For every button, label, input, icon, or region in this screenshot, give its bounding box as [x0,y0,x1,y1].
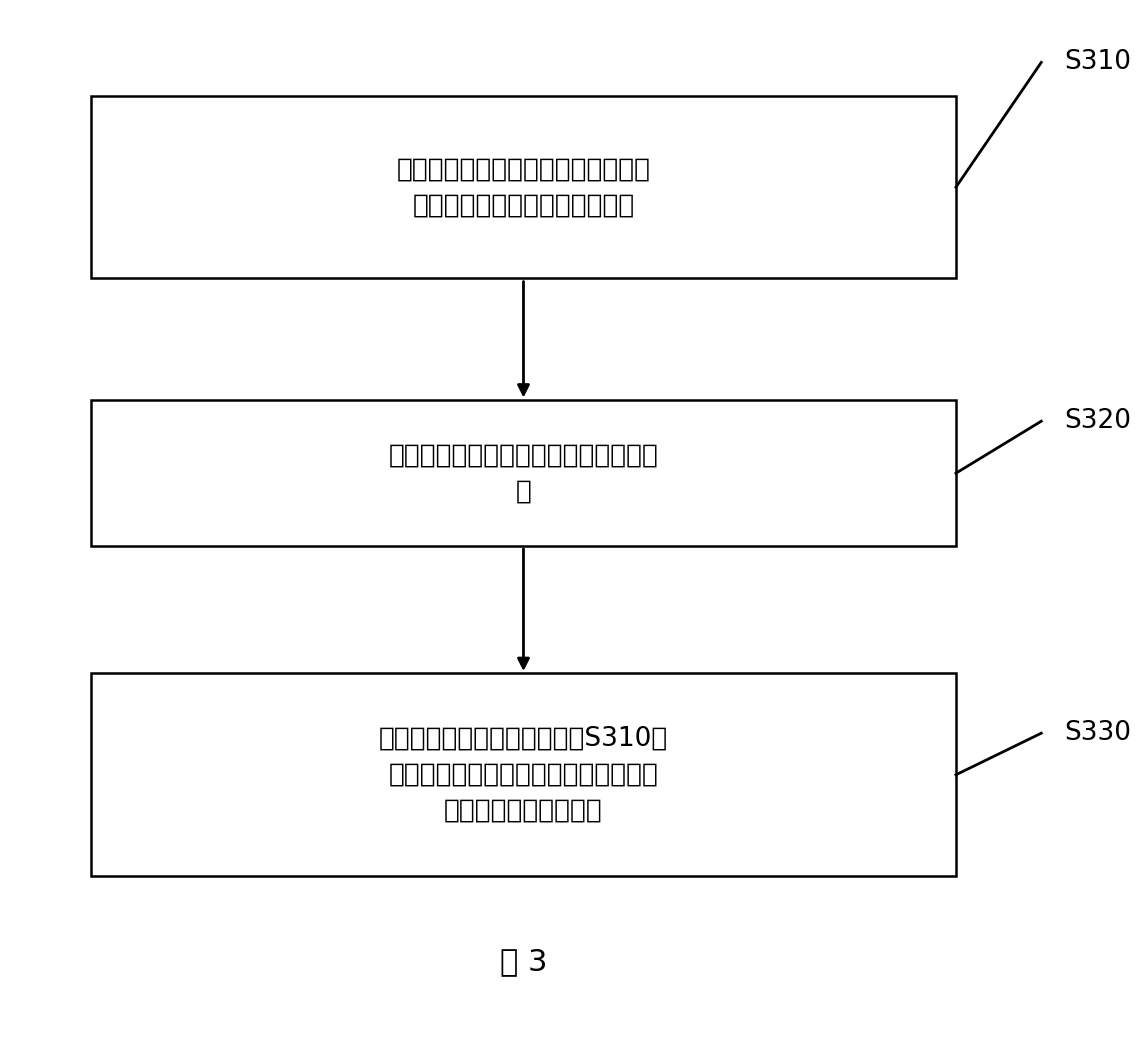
Text: 确定码流结构，所述码流结构由帧结
构、分量结构及位平面结构组成: 确定码流结构，所述码流结构由帧结 构、分量结构及位平面结构组成 [396,156,651,218]
Text: S310: S310 [1064,49,1131,76]
Text: S330: S330 [1064,720,1131,747]
Bar [91,674,956,876]
Text: 将帧内编码后的数据按照步骤S310设
定的码流结构组织码流，码流按照视频
流的帧顺序组织帧结构: 将帧内编码后的数据按照步骤S310设 定的码流结构组织码流，码流按照视频 流的帧… [379,726,668,824]
Text: 视频流的每一帧进行帧内编码或帧间编
码: 视频流的每一帧进行帧内编码或帧间编 码 [388,442,659,504]
Bar [91,400,956,546]
Bar [91,97,956,278]
Text: S320: S320 [1064,408,1131,435]
Text: 图 3: 图 3 [500,947,547,977]
